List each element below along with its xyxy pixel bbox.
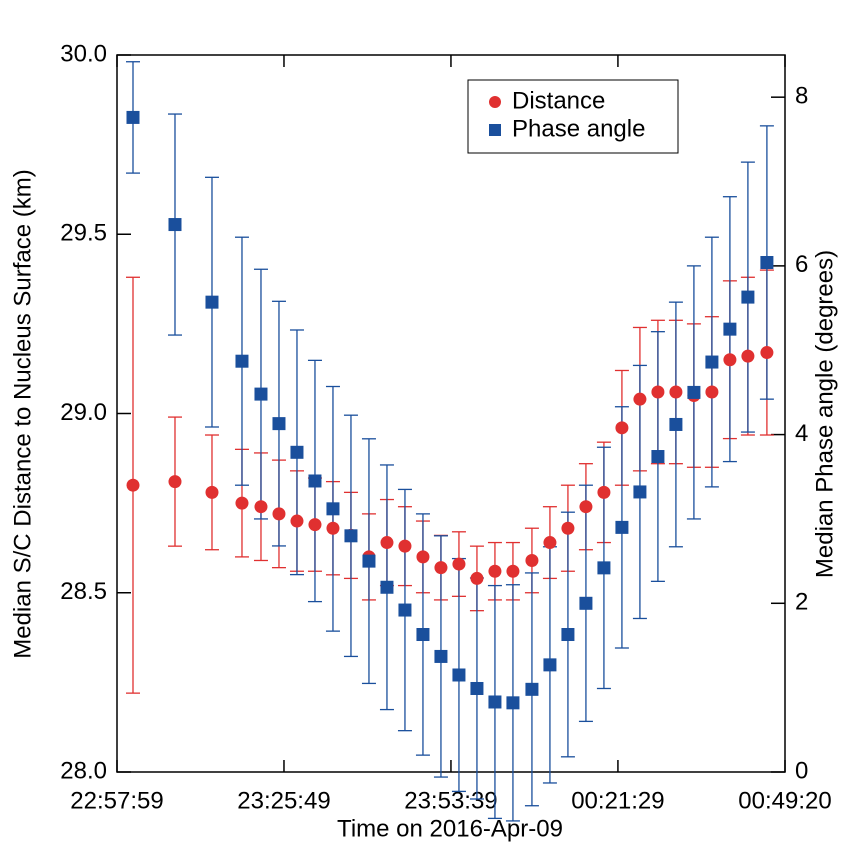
legend-label: Phase angle bbox=[512, 115, 645, 142]
y2-tick-label: 8 bbox=[795, 83, 808, 110]
point bbox=[705, 385, 719, 399]
y-tick-label: 29.5 bbox=[60, 220, 107, 247]
point bbox=[205, 295, 219, 309]
y-tick-label: 28.0 bbox=[60, 757, 107, 784]
point bbox=[362, 554, 376, 568]
point bbox=[380, 580, 394, 594]
y2-axis-label: Median Phase angle (degrees) bbox=[811, 250, 838, 578]
point bbox=[308, 518, 322, 532]
legend-marker bbox=[489, 96, 501, 108]
point bbox=[290, 445, 304, 459]
point bbox=[741, 290, 755, 304]
point bbox=[398, 539, 412, 553]
plot-frame bbox=[116, 54, 786, 773]
point bbox=[760, 346, 774, 360]
point bbox=[669, 417, 683, 431]
legend-label: Distance bbox=[512, 87, 605, 114]
point bbox=[326, 502, 340, 516]
point bbox=[488, 564, 502, 578]
point bbox=[272, 417, 286, 431]
point bbox=[543, 536, 557, 550]
point bbox=[561, 628, 575, 642]
point bbox=[723, 322, 737, 336]
point bbox=[543, 658, 557, 672]
point bbox=[398, 603, 412, 617]
y-tick-label: 29.0 bbox=[60, 399, 107, 426]
x-tick-label: 23:25:49 bbox=[237, 787, 330, 814]
point bbox=[525, 682, 539, 696]
point bbox=[506, 696, 520, 710]
point bbox=[723, 353, 737, 367]
y2-tick-label: 2 bbox=[795, 589, 808, 616]
point bbox=[235, 496, 249, 510]
point bbox=[579, 500, 593, 514]
point bbox=[741, 349, 755, 363]
point bbox=[615, 421, 629, 435]
point bbox=[597, 561, 611, 575]
point bbox=[326, 521, 340, 535]
point bbox=[434, 649, 448, 663]
point bbox=[235, 354, 249, 368]
y2-tick-label: 4 bbox=[795, 420, 808, 447]
x-tick-label: 00:21:29 bbox=[571, 787, 664, 814]
point bbox=[633, 485, 647, 499]
x-axis-label: Time on 2016-Apr-09 bbox=[337, 815, 563, 842]
point bbox=[615, 520, 629, 534]
point bbox=[205, 485, 219, 499]
point bbox=[272, 507, 286, 521]
point bbox=[308, 474, 322, 488]
point bbox=[561, 521, 575, 535]
point bbox=[651, 385, 665, 399]
y2-tick-label: 6 bbox=[795, 251, 808, 278]
y-tick-label: 30.0 bbox=[60, 40, 107, 67]
point bbox=[344, 529, 358, 543]
point bbox=[254, 500, 268, 514]
point bbox=[651, 450, 665, 464]
legend-box bbox=[467, 79, 679, 154]
point bbox=[470, 681, 484, 695]
point bbox=[597, 485, 611, 499]
point bbox=[434, 561, 448, 575]
point bbox=[254, 387, 268, 401]
point bbox=[525, 553, 539, 567]
legend-marker bbox=[489, 124, 501, 136]
y-tick-label: 28.5 bbox=[60, 578, 107, 605]
point bbox=[488, 695, 502, 709]
point bbox=[687, 385, 701, 399]
x-tick-label: 00:49:20 bbox=[738, 787, 831, 814]
point bbox=[126, 478, 140, 492]
x-tick-label: 22:57:59 bbox=[70, 787, 163, 814]
point bbox=[760, 256, 774, 270]
point bbox=[705, 355, 719, 369]
point bbox=[168, 218, 182, 232]
y-axis-label: Median S/C Distance to Nucleus Surface (… bbox=[9, 169, 36, 659]
point bbox=[168, 475, 182, 489]
x-tick-label: 23:53:39 bbox=[404, 787, 497, 814]
point bbox=[506, 564, 520, 578]
point bbox=[633, 392, 647, 406]
point bbox=[669, 385, 683, 399]
point bbox=[416, 550, 430, 564]
point bbox=[290, 514, 304, 528]
point bbox=[452, 557, 466, 571]
point bbox=[470, 571, 484, 585]
point bbox=[452, 668, 466, 682]
point bbox=[416, 628, 430, 642]
point bbox=[380, 536, 394, 550]
y2-tick-label: 0 bbox=[795, 757, 808, 784]
point bbox=[579, 596, 593, 610]
point bbox=[126, 110, 140, 124]
